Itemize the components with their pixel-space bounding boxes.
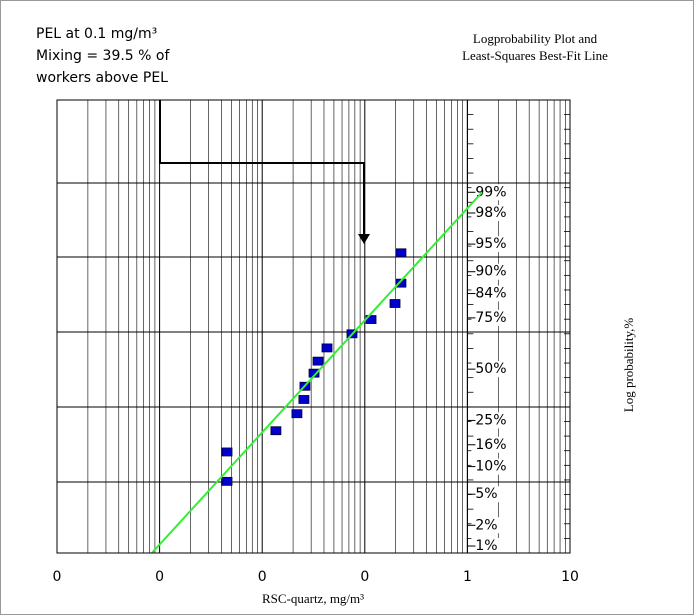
data-point	[389, 299, 401, 308]
y-tick-label: 2%	[475, 517, 497, 533]
y-tick-label: 95%	[475, 236, 506, 252]
y-tick-label: 50%	[475, 361, 506, 377]
label-bg	[471, 361, 508, 378]
y-ticks: 99% 98% 95% 90% 84% 75% 50% 25% 16% 10% 5% 2% 1%	[466, 100, 570, 555]
label-bg	[471, 458, 508, 475]
annotation: PEL at 0.1 mg/m³	[36, 26, 157, 42]
chart-title: Logprobability Plot and	[473, 31, 598, 46]
data-point	[291, 409, 303, 419]
annotation: Mixing = 39.5 % of	[36, 48, 170, 64]
y-axis-label: Log probability,%	[621, 318, 636, 413]
x-tick-label: 10	[561, 569, 579, 585]
label-bg	[471, 538, 508, 555]
data-point	[321, 343, 333, 353]
x-tick-label: 0	[258, 569, 267, 585]
label-bg	[471, 285, 508, 302]
arrow-head	[358, 234, 370, 244]
label-bg	[471, 486, 508, 503]
y-tick-label: 99%	[475, 184, 506, 200]
label-bg	[471, 412, 508, 429]
data-point	[312, 356, 324, 366]
y-tick-label: 1%	[475, 538, 497, 554]
y-tick-label: 5%	[475, 486, 497, 502]
label-bg	[471, 236, 508, 253]
data-point	[221, 447, 233, 457]
label-bg	[471, 436, 508, 453]
label-bg	[471, 205, 508, 222]
grid	[56, 100, 571, 553]
x-tick-label: 0	[155, 569, 164, 585]
x-tick-label: 0	[53, 569, 62, 585]
y-tick-label: 98%	[475, 205, 506, 221]
y-tick-label: 75%	[475, 310, 506, 326]
marks	[151, 191, 483, 554]
y-tick-label: 84%	[475, 286, 506, 302]
y-tick-label: 25%	[475, 412, 506, 428]
fit-line	[151, 191, 483, 554]
label-bg	[471, 309, 508, 326]
label-bg	[471, 184, 508, 201]
data-point	[395, 248, 407, 258]
data-point	[298, 395, 310, 404]
y-tick-label: 10%	[475, 459, 506, 475]
h-lines	[57, 182, 570, 483]
x-tick-label: 0	[360, 569, 369, 585]
data-point	[270, 426, 282, 436]
data-point	[221, 476, 233, 486]
y-tick-label: 16%	[475, 437, 506, 453]
y-tick-label: 90%	[475, 264, 506, 280]
data-point	[395, 278, 407, 288]
plot-border	[56, 99, 571, 554]
annotation-arrow	[159, 100, 365, 236]
annotation: workers above PEL	[36, 70, 168, 86]
chart-subtitle: Least-Squares Best-Fit Line	[462, 48, 608, 63]
label-bg	[471, 517, 508, 534]
x-axis-label: RSC-quartz, mg/m³	[262, 591, 364, 606]
label-bg	[471, 263, 508, 280]
x-tick-label: 1	[463, 569, 472, 585]
